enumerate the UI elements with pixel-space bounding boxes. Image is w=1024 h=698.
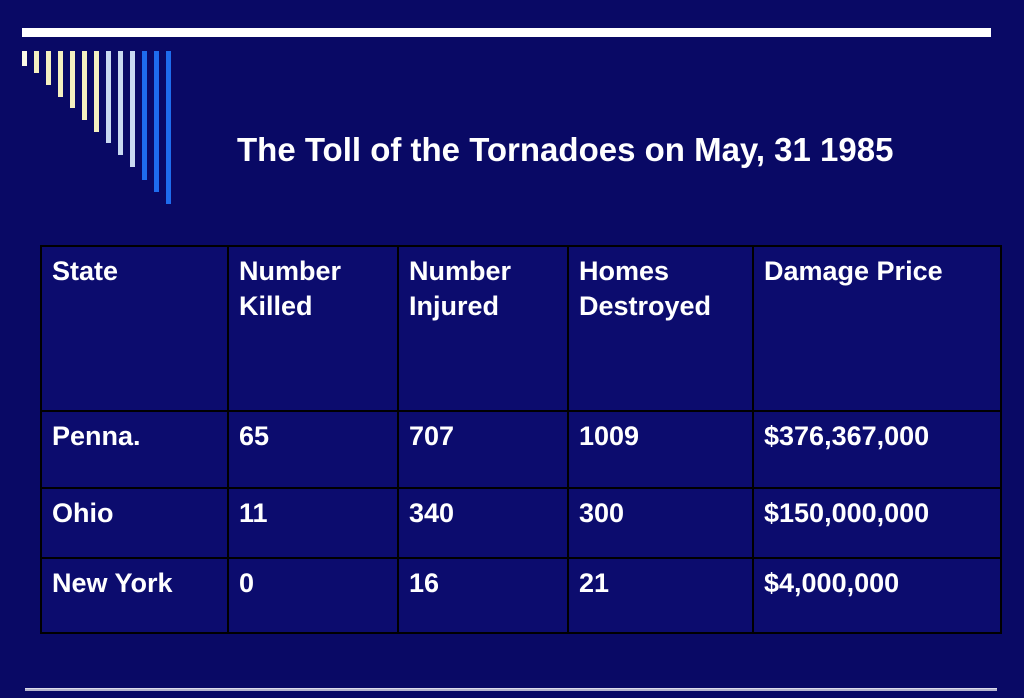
cell-homes-destroyed: 300: [567, 487, 754, 559]
cell-number-killed: 65: [227, 410, 399, 489]
cell-number-killed: 0: [227, 557, 399, 634]
cell-state: Penna.: [40, 410, 229, 489]
cell-number-injured: 16: [397, 557, 569, 634]
header-damage-price: Damage Price: [752, 245, 1002, 412]
stripe: [82, 51, 87, 120]
cell-homes-destroyed: 1009: [567, 410, 754, 489]
stripe: [34, 51, 39, 73]
stripe: [130, 51, 135, 167]
header-state: State: [40, 245, 229, 412]
cell-state: Ohio: [40, 487, 229, 559]
stripe: [154, 51, 159, 192]
cell-damage-price: $376,367,000: [752, 410, 1002, 489]
header-homes-destroyed: Homes Destroyed: [567, 245, 754, 412]
stripe: [142, 51, 147, 180]
cell-damage-price: $150,000,000: [752, 487, 1002, 559]
cell-number-injured: 707: [397, 410, 569, 489]
stripe: [106, 51, 111, 143]
table-header-row: State Number Killed Number Injured Homes…: [40, 245, 1002, 412]
table-row: New York 0 16 21 $4,000,000: [40, 557, 1002, 634]
tornado-toll-table: State Number Killed Number Injured Homes…: [40, 245, 1002, 634]
cell-homes-destroyed: 21: [567, 557, 754, 634]
slide-title: The Toll of the Tornadoes on May, 31 198…: [237, 131, 894, 168]
stripe: [46, 51, 51, 85]
stripe: [94, 51, 99, 132]
stripe: [70, 51, 75, 108]
header-number-killed: Number Killed: [227, 245, 399, 412]
table-row: Penna. 65 707 1009 $376,367,000: [40, 410, 1002, 489]
cell-number-injured: 340: [397, 487, 569, 559]
stripe: [166, 51, 171, 204]
cell-damage-price: $4,000,000: [752, 557, 1002, 634]
cell-number-killed: 11: [227, 487, 399, 559]
table-row: Ohio 11 340 300 $150,000,000: [40, 487, 1002, 559]
bottom-rule-bar: [25, 688, 997, 691]
stripe: [118, 51, 123, 155]
stripe: [58, 51, 63, 97]
cell-state: New York: [40, 557, 229, 634]
stripes-decoration: [22, 51, 178, 204]
top-rule-bar: [22, 28, 991, 37]
stripe: [22, 51, 27, 66]
header-number-injured: Number Injured: [397, 245, 569, 412]
